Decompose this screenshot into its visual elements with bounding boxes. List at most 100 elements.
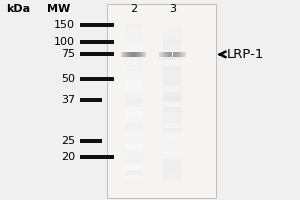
Bar bbox=[164, 66, 181, 71]
Bar bbox=[164, 154, 181, 159]
Bar bbox=[80, 52, 114, 56]
Bar bbox=[164, 92, 181, 97]
Bar bbox=[124, 45, 142, 50]
Bar bbox=[164, 97, 181, 102]
Text: 75: 75 bbox=[61, 49, 75, 59]
Bar bbox=[164, 86, 181, 92]
Bar bbox=[183, 52, 184, 57]
Bar bbox=[124, 71, 142, 76]
Bar bbox=[167, 52, 168, 57]
Bar bbox=[80, 139, 102, 143]
Bar bbox=[164, 107, 181, 112]
Bar bbox=[185, 52, 186, 57]
Bar bbox=[176, 52, 177, 57]
Bar bbox=[164, 60, 181, 66]
Bar bbox=[143, 52, 144, 57]
Bar bbox=[124, 55, 142, 60]
Text: 37: 37 bbox=[61, 95, 75, 105]
Bar bbox=[164, 40, 181, 45]
Bar bbox=[129, 52, 130, 57]
Bar bbox=[122, 52, 123, 57]
Bar bbox=[124, 128, 142, 133]
Bar bbox=[164, 52, 165, 57]
Bar bbox=[124, 60, 142, 66]
Bar bbox=[144, 52, 145, 57]
Bar bbox=[173, 52, 174, 57]
Bar bbox=[126, 52, 127, 57]
Bar bbox=[124, 164, 142, 170]
Bar bbox=[164, 123, 181, 128]
Bar bbox=[137, 52, 138, 57]
Bar bbox=[164, 144, 181, 149]
Text: MW: MW bbox=[47, 4, 70, 14]
Bar bbox=[169, 52, 170, 57]
Bar bbox=[164, 34, 181, 40]
Bar bbox=[124, 170, 142, 175]
Bar bbox=[164, 112, 181, 118]
Bar bbox=[124, 92, 142, 97]
Text: LRP-1: LRP-1 bbox=[226, 48, 264, 61]
Bar bbox=[161, 52, 162, 57]
Bar bbox=[124, 154, 142, 159]
Bar bbox=[124, 149, 142, 154]
Bar bbox=[164, 149, 181, 154]
Bar bbox=[174, 52, 175, 57]
Bar bbox=[164, 24, 181, 29]
Bar bbox=[168, 52, 169, 57]
Bar bbox=[124, 118, 142, 123]
Bar bbox=[124, 159, 142, 164]
Bar bbox=[184, 52, 185, 57]
Bar bbox=[164, 71, 181, 76]
Bar bbox=[133, 52, 134, 57]
Bar bbox=[135, 52, 136, 57]
Bar bbox=[80, 77, 114, 81]
Bar bbox=[170, 52, 171, 57]
Bar bbox=[163, 52, 164, 57]
Bar bbox=[124, 40, 142, 45]
Bar bbox=[164, 138, 181, 144]
Bar bbox=[124, 133, 142, 138]
Bar bbox=[164, 128, 181, 133]
Bar bbox=[181, 52, 182, 57]
Bar bbox=[124, 97, 142, 102]
Text: 100: 100 bbox=[54, 37, 75, 47]
Bar bbox=[124, 112, 142, 118]
Bar bbox=[164, 55, 181, 60]
Bar bbox=[165, 52, 166, 57]
Bar bbox=[141, 52, 142, 57]
Bar bbox=[164, 170, 181, 175]
Bar bbox=[128, 52, 129, 57]
Bar bbox=[124, 123, 142, 128]
Bar bbox=[106, 4, 216, 198]
Bar bbox=[166, 52, 167, 57]
Bar bbox=[124, 24, 142, 29]
Bar bbox=[159, 52, 160, 57]
Bar bbox=[80, 98, 102, 102]
Bar bbox=[134, 52, 135, 57]
Text: 3: 3 bbox=[169, 4, 176, 14]
Bar bbox=[164, 133, 181, 138]
Bar bbox=[130, 52, 131, 57]
Bar bbox=[138, 52, 139, 57]
Bar bbox=[182, 52, 183, 57]
Bar bbox=[127, 52, 128, 57]
Bar bbox=[172, 52, 173, 57]
Bar bbox=[164, 164, 181, 170]
Bar bbox=[124, 29, 142, 34]
Bar bbox=[164, 81, 181, 86]
Bar bbox=[175, 52, 176, 57]
Bar bbox=[80, 23, 114, 27]
Text: 20: 20 bbox=[61, 152, 75, 162]
Bar bbox=[142, 52, 143, 57]
Bar bbox=[124, 76, 142, 81]
Bar bbox=[164, 118, 181, 123]
Bar bbox=[80, 40, 114, 44]
Bar bbox=[124, 102, 142, 107]
Bar bbox=[178, 52, 179, 57]
Bar bbox=[162, 52, 163, 57]
Bar bbox=[124, 66, 142, 71]
Bar bbox=[80, 155, 114, 159]
Bar bbox=[177, 52, 178, 57]
Bar bbox=[131, 52, 132, 57]
Bar bbox=[124, 107, 142, 112]
